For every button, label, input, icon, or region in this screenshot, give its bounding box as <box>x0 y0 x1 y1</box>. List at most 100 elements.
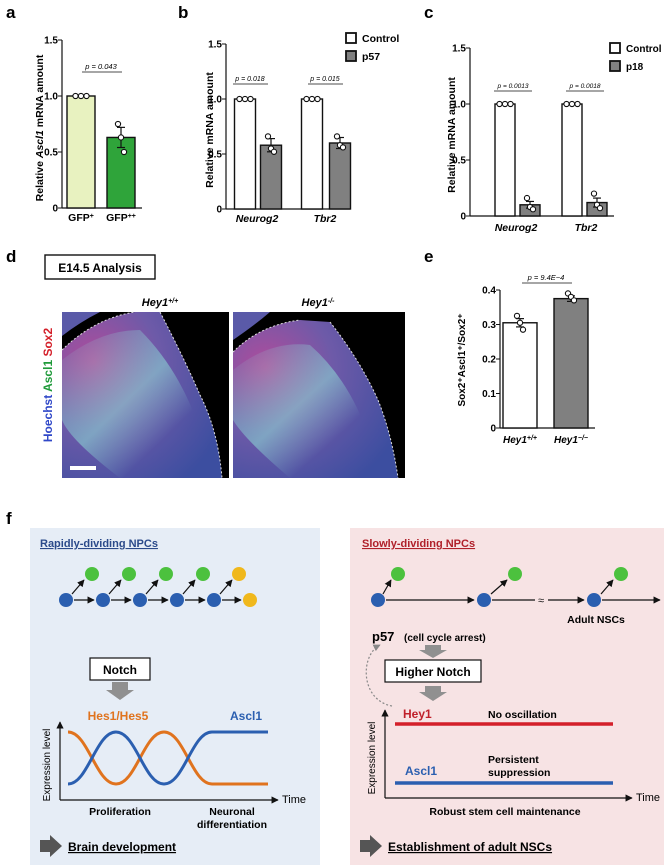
point-e <box>570 297 578 304</box>
p57-note: (cell cycle arrest) <box>404 633 486 644</box>
panel-f: f Rapidly-dividing NPCs <box>6 509 664 865</box>
xlabel-b-2: Tbr2 <box>314 213 337 225</box>
legend-swatch-p18 <box>609 60 621 72</box>
slow-title: Slowly-dividing NPCs <box>362 538 475 550</box>
rapid-lineage <box>59 567 257 607</box>
footer-right: Establishment of adult NSCs <box>388 840 552 854</box>
point-c <box>563 100 570 108</box>
ylabel-right: Expression level <box>367 722 378 795</box>
point-b <box>308 95 316 103</box>
legend-label-p18: p18 <box>626 62 644 73</box>
legend-label-control-b: Control <box>362 33 399 45</box>
point-a <box>117 134 125 141</box>
ytick-label-e: 0.1 <box>482 389 496 400</box>
point-b <box>241 95 249 103</box>
pvalue-c-1: p = 0.0013 <box>497 83 529 90</box>
point-a <box>120 148 128 156</box>
ylabel-e: Sox2⁺Ascl1⁺/Sox2⁺ <box>457 313 468 406</box>
image-label-wt: Hey1+/+ <box>142 297 178 309</box>
point-a <box>72 92 79 100</box>
ytick-label-c: 1.5 <box>452 44 466 55</box>
no-oscillation-label: No oscillation <box>488 709 557 721</box>
higher-notch-box <box>384 659 482 683</box>
rapid-npc-box: Rapidly-dividing NPCs <box>30 528 320 865</box>
point-c <box>596 205 604 212</box>
panel-letter-f: f <box>6 509 12 528</box>
rapid-bg <box>30 528 320 865</box>
feedback-arrow <box>365 644 393 707</box>
pvalue-a: p = 0.043 <box>84 62 117 71</box>
point-b <box>314 95 321 103</box>
footer-arrow-left <box>40 835 62 857</box>
bar-c <box>494 103 516 217</box>
point-c <box>574 100 581 108</box>
point-b <box>264 133 272 140</box>
p57-arrow <box>419 645 447 658</box>
maintenance-label: Robust stem cell maintenance <box>429 806 580 818</box>
point-b <box>333 133 341 140</box>
ytick-label-a: 0.5 <box>44 148 58 159</box>
image-label-ko: Hey1-/- <box>302 297 336 309</box>
ytick-label-c: 0 <box>460 212 466 223</box>
panel-letter-c: c <box>424 3 433 22</box>
analysis-box <box>44 254 156 280</box>
analysis-label: E14.5 Analysis <box>58 261 142 275</box>
panel-letter-a: a <box>6 3 16 22</box>
ascl1-curve-left <box>67 730 268 786</box>
hey1-label: Hey1 <box>403 707 432 721</box>
point-c <box>501 100 509 108</box>
persistent-label: Persistent <box>488 754 539 766</box>
panel-a: a Relative Ascl1 mRNA amount 00.51.01.5 … <box>6 3 142 224</box>
xlabel-e-1: Hey1+/+ <box>503 435 537 447</box>
ytick-label-e: 0.3 <box>482 320 496 331</box>
chart-e: 0 0.1 0.2 0.3 0.4 <box>482 286 595 435</box>
point-e <box>513 312 521 320</box>
legend-swatch-p57 <box>345 50 357 62</box>
ytick-label-b: 0 <box>216 205 222 216</box>
stain-labels: Hoechst Ascl1 Sox2 <box>41 328 55 443</box>
point-a <box>114 120 122 128</box>
ytick-label-c: 0.5 <box>452 156 466 167</box>
point-b <box>303 95 310 103</box>
point-b <box>270 148 278 155</box>
point-c <box>568 100 576 108</box>
legend-label-p57: p57 <box>362 51 380 63</box>
point-b <box>236 95 243 103</box>
panel-e: e Sox2⁺Ascl1⁺/Sox2⁺ 0 0.1 0.2 0.3 0.4 p = 9.… <box>424 247 595 446</box>
bar-e <box>553 297 589 429</box>
ytick-label-b: 1.0 <box>208 95 222 106</box>
ytick-label-e: 0.4 <box>482 286 496 297</box>
chart-a: 0 0.5 1.0 1.5 <box>44 36 142 215</box>
legend-swatch-control-b <box>345 32 357 44</box>
pvalue-e: p = 9.4E−4 <box>527 273 565 282</box>
notch-arrow <box>106 682 134 700</box>
ytick-label-e: 0.2 <box>482 355 496 366</box>
time-label-right: Time <box>636 792 660 804</box>
ytick-label-e: 0 <box>490 424 496 435</box>
point-c <box>507 100 514 108</box>
xlabel-a-1: GFP+ <box>68 212 94 224</box>
xlabel-e-2: Hey1−/− <box>554 435 588 447</box>
ytick-label-b: 0.5 <box>208 150 222 161</box>
ytick-label-a: 0 <box>52 204 58 215</box>
point-c <box>496 100 503 108</box>
point-e <box>516 319 524 326</box>
rapid-title: Rapidly-dividing NPCs <box>40 538 158 550</box>
chart-b: 0 0.5 1.0 1.5 <box>208 40 352 216</box>
legend-swatch-control-c <box>609 42 621 54</box>
slow-npc-box: Slowly-dividing NPCs ≈ Adult NSCs p57 (c… <box>350 528 664 865</box>
higher-notch-arrow <box>419 686 447 701</box>
ascl1-label-right: Ascl1 <box>405 764 437 778</box>
point-c <box>523 194 531 202</box>
point-a <box>77 92 85 100</box>
ylabel-c: Relative mRNA amount <box>446 77 458 193</box>
neuronal-label: Neuronal <box>209 806 255 818</box>
point-e <box>519 326 527 333</box>
footer-left: Brain development <box>68 840 176 854</box>
chart-c: 0 0.5 1.0 1.5 <box>452 44 614 223</box>
higher-notch-label: Higher Notch <box>395 665 470 679</box>
micrograph-wt <box>61 311 229 479</box>
point-b <box>247 95 254 103</box>
legend-label-control-c: Control <box>626 44 662 55</box>
pvalue-b-2: p = 0.015 <box>309 76 339 83</box>
